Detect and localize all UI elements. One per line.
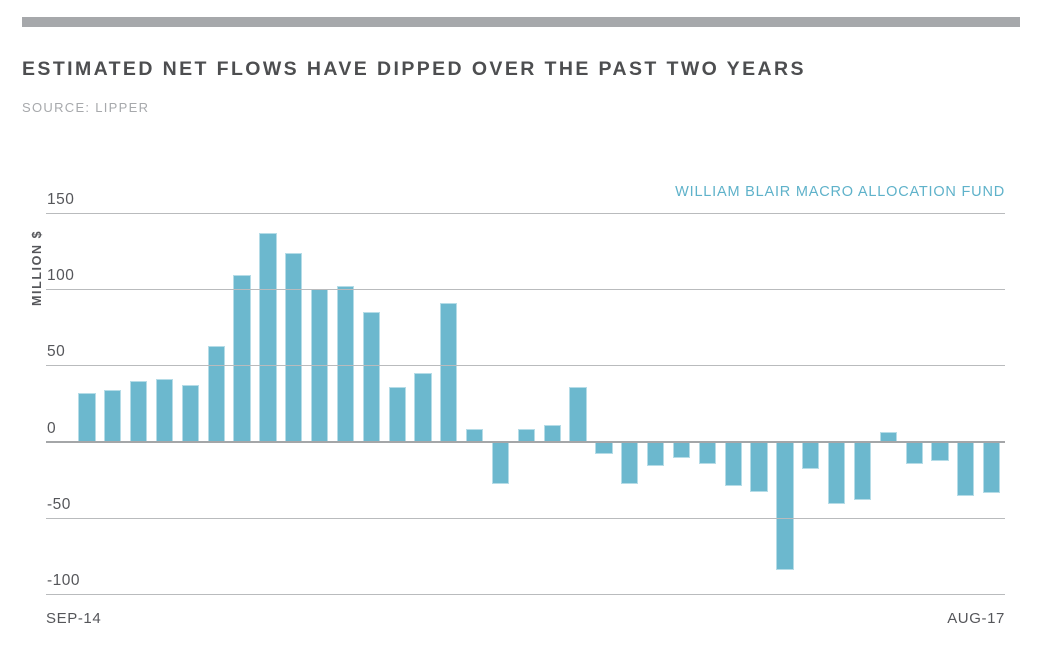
bar-mar-16 xyxy=(543,424,561,442)
bar-mar-17 xyxy=(853,441,872,500)
bar-may-17 xyxy=(905,441,923,465)
bar-jul-16 xyxy=(647,441,665,466)
bar-mar-15 xyxy=(233,275,251,442)
bar-sep-15 xyxy=(388,386,406,442)
y-tick-label--50: -50 xyxy=(47,495,71,513)
top-accent-bar xyxy=(22,17,1020,27)
gridline-50 xyxy=(46,365,1005,367)
y-tick-label-0: 0 xyxy=(47,419,57,437)
source-label: SOURCE: LIPPER xyxy=(22,100,150,115)
gridline--100 xyxy=(46,594,1005,595)
gridline-150 xyxy=(46,213,1005,214)
bar-nov-14 xyxy=(130,380,148,442)
x-axis-label-end: AUG-17 xyxy=(947,610,1005,627)
bar-may-15 xyxy=(285,252,303,442)
y-tick-label-50: 50 xyxy=(47,343,66,361)
page-title: ESTIMATED NET FLOWS HAVE DIPPED OVER THE… xyxy=(22,58,806,80)
bar-feb-15 xyxy=(207,345,225,442)
y-tick-label--100: -100 xyxy=(47,572,81,589)
bar-nov-16 xyxy=(750,441,768,492)
bar-sep-16 xyxy=(698,441,716,465)
bar-jan-15 xyxy=(181,385,199,442)
bar-oct-15 xyxy=(414,373,432,442)
bar-aug-15 xyxy=(362,312,380,442)
bar-aug-17 xyxy=(983,441,1001,494)
bar-sep-14 xyxy=(78,392,96,442)
plot-area: SEP-14 AUG-17 150 100 50 0 -50 -100 xyxy=(46,191,1005,627)
bar-oct-14 xyxy=(104,389,122,442)
y-tick-label-150: 150 xyxy=(47,191,75,208)
bar-jun-16 xyxy=(621,441,639,485)
bar-oct-16 xyxy=(724,441,742,486)
y-tick-label-100: 100 xyxy=(47,267,75,285)
fund-legend-label: WILLIAM BLAIR MACRO ALLOCATION FUND xyxy=(675,184,1005,200)
gridline--50 xyxy=(46,517,1005,519)
x-axis-label-start: SEP-14 xyxy=(46,610,102,627)
bar-feb-17 xyxy=(827,441,846,505)
y-axis-title: MILLION $ xyxy=(30,229,44,306)
bar-may-16 xyxy=(595,441,613,454)
bar-jul-17 xyxy=(957,441,975,497)
bar-apr-16 xyxy=(569,386,587,442)
bar-dec-16 xyxy=(776,441,794,570)
gridline-100 xyxy=(46,289,1005,291)
bar-jul-15 xyxy=(336,286,355,442)
gridline-0 xyxy=(46,440,1005,443)
bar-apr-15 xyxy=(259,232,277,442)
bar-aug-16 xyxy=(672,441,691,459)
bar-jun-17 xyxy=(931,441,949,462)
bar-jan-16 xyxy=(491,441,510,485)
bar-dec-14 xyxy=(155,379,174,442)
bar-nov-15 xyxy=(440,302,458,442)
bar-jan-17 xyxy=(802,441,820,470)
